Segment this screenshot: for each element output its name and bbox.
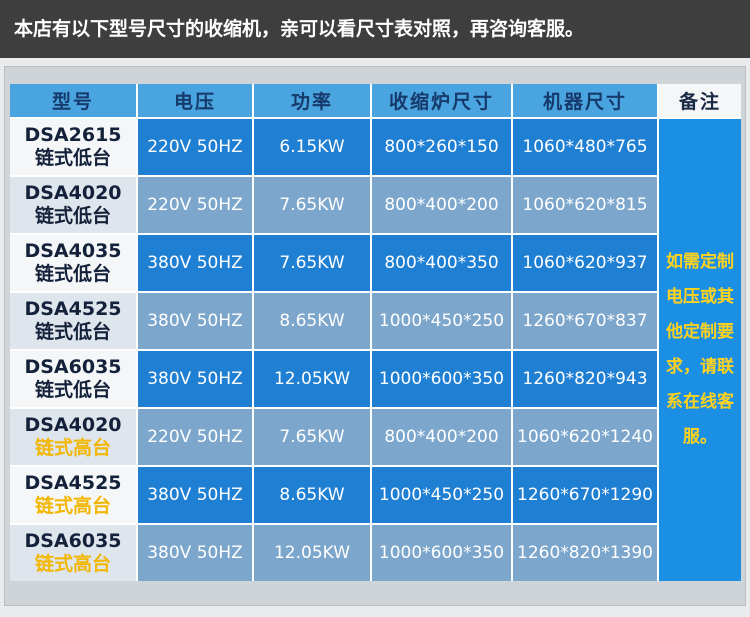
table-cell: 1260*670*1290: [513, 467, 657, 523]
column-header: 收缩炉尺寸: [372, 84, 511, 117]
model-cell: DSA4020 链式低台: [10, 177, 136, 233]
model-type: 链式低台: [34, 147, 111, 169]
table-cell: 380V 50HZ: [138, 235, 252, 291]
table-cell: 800*400*200: [372, 409, 511, 465]
note-cell: 如需定制电压或其他定制要求，请联系在线客服。: [659, 119, 741, 581]
column-header: 功率: [254, 84, 370, 117]
table-cell: 1060*620*937: [513, 235, 657, 291]
table-cell: 1000*600*350: [372, 525, 511, 581]
table-cell: 380V 50HZ: [138, 467, 252, 523]
table-cell: 1000*600*350: [372, 351, 511, 407]
model-type: 链式高台: [34, 437, 111, 459]
model-name: DSA2615: [24, 124, 122, 146]
table-cell: 1260*670*837: [513, 293, 657, 349]
model-name: DSA4035: [24, 240, 122, 262]
table-cell: 1060*620*815: [513, 177, 657, 233]
table-cell: 220V 50HZ: [138, 119, 252, 175]
model-type: 链式低台: [34, 263, 111, 285]
table-cell: 1060*620*1240: [513, 409, 657, 465]
table-cell: 6.15KW: [254, 119, 370, 175]
table-cell: 380V 50HZ: [138, 351, 252, 407]
table-cell: 380V 50HZ: [138, 525, 252, 581]
model-name: DSA6035: [24, 356, 122, 378]
table-cell: 800*400*350: [372, 235, 511, 291]
table-cell: 220V 50HZ: [138, 409, 252, 465]
model-name: DSA6035: [24, 530, 122, 552]
column-header: 机器尺寸: [513, 84, 657, 117]
model-type: 链式低台: [34, 321, 111, 343]
model-cell: DSA4525 链式低台: [10, 293, 136, 349]
model-cell: DSA6035 链式高台: [10, 525, 136, 581]
model-cell: DSA4020 链式高台: [10, 409, 136, 465]
spec-table: 型号 电压 功率 收缩炉尺寸 机器尺寸 备注 DSA2615 链式低台 220V 50HZ 6.1…: [10, 84, 741, 581]
model-cell: DSA2615 链式低台: [10, 119, 136, 175]
table-cell: 7.65KW: [254, 409, 370, 465]
table-cell: 380V 50HZ: [138, 293, 252, 349]
table-cell: 800*400*200: [372, 177, 511, 233]
model-type: 链式高台: [34, 495, 111, 517]
banner-title: 本店有以下型号尺寸的收缩机，亲可以看尺寸表对照，再咨询客服。: [0, 0, 750, 58]
model-cell: DSA4525 链式高台: [10, 467, 136, 523]
table-cell: 1060*480*765: [513, 119, 657, 175]
model-name: DSA4525: [24, 472, 122, 494]
model-name: DSA4020: [24, 414, 122, 436]
table-cell: 12.05KW: [254, 525, 370, 581]
model-type: 链式低台: [34, 205, 111, 227]
table-cell: 7.65KW: [254, 235, 370, 291]
table-cell: 1260*820*1390: [513, 525, 657, 581]
model-type: 链式低台: [34, 379, 111, 401]
model-name: DSA4525: [24, 298, 122, 320]
table-cell: 7.65KW: [254, 177, 370, 233]
table-cell: 8.65KW: [254, 293, 370, 349]
column-header: 备注: [659, 84, 741, 117]
column-header: 电压: [138, 84, 252, 117]
model-cell: DSA6035 链式低台: [10, 351, 136, 407]
table-cell: 220V 50HZ: [138, 177, 252, 233]
table-cell: 1000*450*250: [372, 467, 511, 523]
table-cell: 1000*450*250: [372, 293, 511, 349]
table-cell: 12.05KW: [254, 351, 370, 407]
model-cell: DSA4035 链式低台: [10, 235, 136, 291]
table-cell: 800*260*150: [372, 119, 511, 175]
column-header: 型号: [10, 84, 136, 117]
model-name: DSA4020: [24, 182, 122, 204]
table-cell: 8.65KW: [254, 467, 370, 523]
table-cell: 1260*820*943: [513, 351, 657, 407]
model-type: 链式高台: [34, 553, 111, 575]
